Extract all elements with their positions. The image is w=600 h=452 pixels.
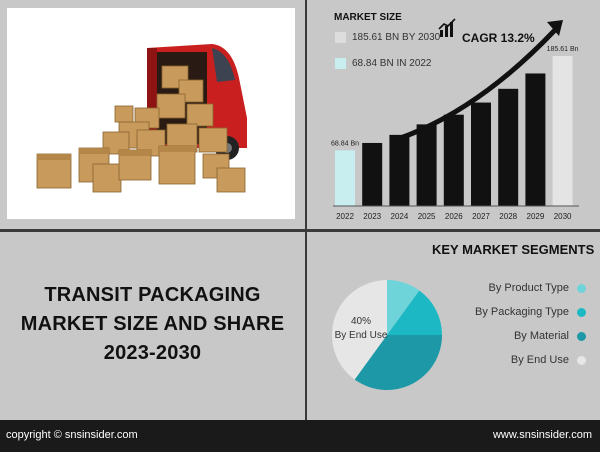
growth-trend-arrow	[392, 27, 558, 143]
bar-2030	[552, 56, 573, 206]
segment-legend-label: By Material	[513, 330, 569, 342]
segment-legend-dot	[577, 355, 586, 365]
x-tick-2023: 2023	[363, 212, 381, 221]
bar-2027	[471, 102, 491, 206]
segments-heading: KEY MARKET SEGMENTS	[432, 242, 595, 257]
x-tick-2030: 2030	[554, 212, 572, 221]
legend-2030-swatch	[335, 32, 346, 43]
x-tick-2028: 2028	[499, 212, 517, 221]
footer: copyright © snsinsider.com www.snsinside…	[0, 420, 600, 452]
bar-2028	[498, 88, 519, 206]
legend-2030-label: 185.61 BN BY 2030	[352, 32, 441, 43]
pie-label-name: By End Use	[335, 330, 388, 341]
growth-chart-icon	[438, 18, 456, 37]
delivery-van-photo	[7, 8, 295, 219]
title-line-2: MARKET SIZE AND SHARE	[20, 313, 285, 335]
segment-legend-label: By Packaging Type	[475, 306, 569, 318]
image-panel	[0, 0, 305, 229]
legend-2022-label: 68.84 BN IN 2022	[352, 58, 432, 69]
market-size-bar-chart: 2022 68.84 Bn 2023 2024 2025 2026 2027 2028 2029…	[331, 20, 579, 221]
title-panel	[0, 232, 305, 420]
page-title: TRANSIT PACKAGING MARKET SIZE AND SHARE …	[0, 281, 305, 368]
segment-legend-dot	[577, 307, 586, 317]
footer-website: www.snsinsider.com	[492, 429, 592, 441]
segment-legend-dot	[577, 283, 586, 293]
data-label-2022: 68.84 Bn	[331, 140, 359, 147]
pie-slice-by-material	[354, 335, 442, 390]
bar-2024	[389, 134, 410, 206]
cagr-label: CAGR 13.2%	[462, 31, 535, 45]
segment-legend-item: By Packaging Type	[475, 306, 586, 318]
x-tick-2024: 2024	[391, 212, 409, 221]
pie-slice-by-packaging-type	[387, 290, 442, 335]
van-with-boxes-illustration	[36, 44, 247, 193]
x-tick-2026: 2026	[445, 212, 463, 221]
title-line-1: TRANSIT PACKAGING	[44, 284, 261, 306]
segment-legend-item: By End Use	[511, 354, 586, 366]
market-size-heading: MARKET SIZE	[334, 12, 402, 23]
pie-slice-by-end-use	[332, 280, 387, 380]
bar-2026	[443, 114, 464, 206]
growth-arrow-head	[547, 20, 563, 36]
footer-copyright: copyright © snsinsider.com	[6, 429, 138, 441]
legend-2030: 185.61 BN BY 2030	[335, 32, 440, 43]
title-line-3: 2023-2030	[103, 342, 202, 364]
segment-legend-dot	[577, 331, 586, 341]
legend-2022: 68.84 BN IN 2022	[335, 58, 432, 69]
legend-2022-swatch	[335, 58, 346, 69]
market-size-panel: 2022 68.84 Bn 2023 2024 2025 2026 2027 2028 2029…	[307, 0, 600, 229]
pie-slice-by-product-type	[387, 280, 420, 335]
bar-2029	[525, 73, 546, 206]
segments-panel: 40% By End Use	[307, 232, 600, 420]
bar-2023	[362, 142, 383, 206]
x-tick-2027: 2027	[472, 212, 490, 221]
x-tick-2029: 2029	[527, 212, 545, 221]
segment-legend-label: By End Use	[510, 354, 569, 366]
bar-2022	[335, 150, 355, 206]
horizontal-divider	[0, 229, 600, 232]
segment-legend-label: By Product Type	[488, 282, 569, 294]
vertical-divider	[305, 0, 307, 420]
segment-legend-item: By Material	[514, 330, 586, 342]
segments-pie-chart: 40% By End Use	[332, 280, 442, 390]
x-tick-2025: 2025	[418, 212, 436, 221]
segment-legend-item: By Product Type	[488, 282, 586, 294]
pie-label-percent: 40%	[351, 316, 371, 327]
x-tick-2022: 2022	[336, 212, 354, 221]
data-label-2030: 185.61 Bn	[547, 46, 579, 53]
bar-2025	[416, 124, 437, 206]
